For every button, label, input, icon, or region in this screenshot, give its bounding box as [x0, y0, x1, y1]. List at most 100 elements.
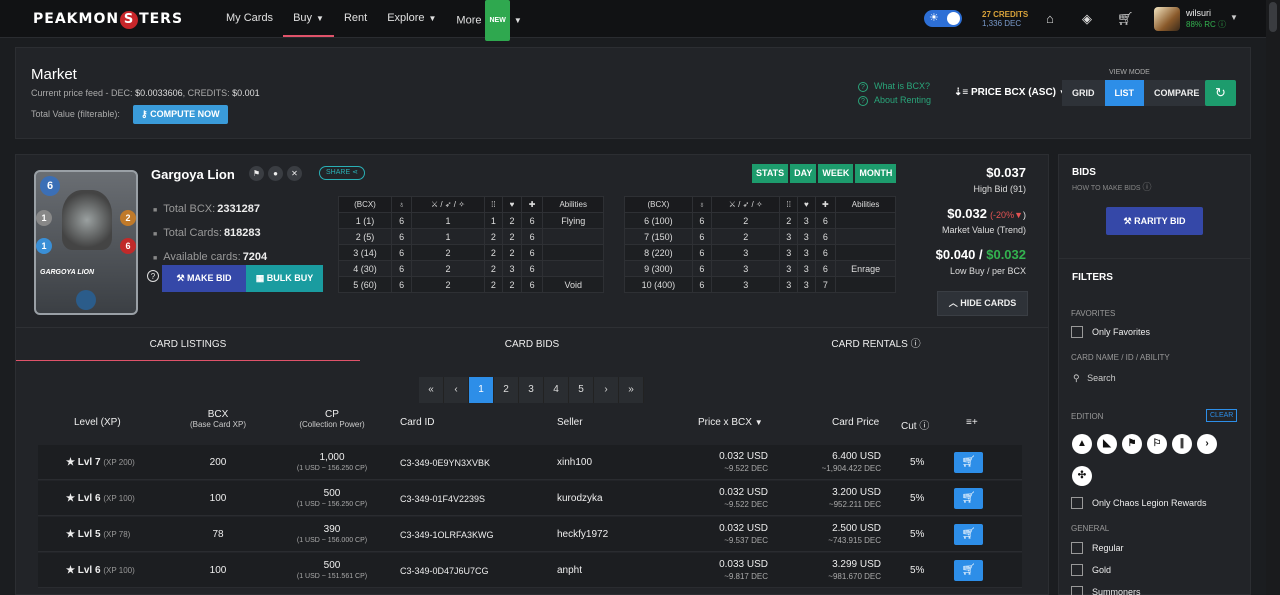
checkbox[interactable] — [1071, 497, 1083, 509]
nav-my-cards[interactable]: My Cards — [216, 0, 283, 37]
view-compare-button[interactable]: COMPARE — [1144, 80, 1210, 106]
page-first[interactable]: « — [419, 377, 444, 403]
nav-explore[interactable]: Explore ▼ — [377, 0, 446, 37]
period-day-button[interactable]: DAY — [790, 164, 817, 183]
untamed-edition-icon[interactable]: ∥ — [1172, 434, 1192, 454]
page-3[interactable]: 3 — [519, 377, 544, 403]
only-favorites-checkbox[interactable]: Only Favorites — [1071, 326, 1150, 338]
add-to-cart-button[interactable]: 🛒︎ — [954, 560, 983, 581]
row-seller[interactable]: anpht — [557, 565, 583, 576]
col-price[interactable]: Price x BCX ▼ — [698, 417, 763, 428]
view-list-button[interactable]: LIST — [1104, 80, 1144, 106]
clear-edition-button[interactable]: CLEAR — [1206, 409, 1238, 422]
col-cut[interactable]: Cut ⓘ — [901, 417, 929, 432]
page-5[interactable]: 5 — [569, 377, 594, 403]
col-cp-label: CP — [325, 409, 339, 420]
only-chaos-checkbox[interactable]: Only Chaos Legion Rewards — [1071, 497, 1207, 509]
add-to-cart-button[interactable]: 🛒︎ — [954, 524, 983, 545]
theme-toggle[interactable]: ☀ — [924, 10, 962, 27]
table-row[interactable]: ★ Lvl 6 (XP 100) 100 500 (1 USD ~ 156.250 C… — [38, 481, 1022, 516]
add-to-cart-button[interactable]: 🛒︎ — [954, 488, 983, 509]
add-column-icon[interactable]: ≡+ — [966, 417, 978, 428]
col-cp[interactable]: CP (Collection Power) — [282, 409, 382, 429]
cart-icon[interactable]: 🛒︎ — [1117, 11, 1134, 26]
nav-rent[interactable]: Rent — [334, 0, 377, 37]
period-week-button[interactable]: WEEK — [818, 164, 854, 183]
help-bcx-link[interactable]: ? What is BCX? — [858, 81, 930, 92]
info-icon[interactable]: ⓘ — [1218, 20, 1227, 29]
row-xp: (XP 200) — [103, 458, 135, 467]
row-seller[interactable]: xinh100 — [557, 457, 593, 468]
promo-edition-icon[interactable]: ⚑ — [1122, 434, 1142, 454]
summoners-checkbox[interactable]: Summoners — [1071, 586, 1141, 595]
row-cp: 1,000 (1 USD ~ 156.250 CP) — [272, 445, 392, 480]
search-input[interactable]: ⚲ Search — [1073, 373, 1116, 384]
table-row[interactable]: ★ Lvl 5 (XP 78) 78 390 (1 USD ~ 156.000 CP)… — [38, 517, 1022, 552]
tab-card-bids[interactable]: CARD BIDS — [360, 328, 704, 361]
reward-edition-icon[interactable]: ⚐ — [1147, 434, 1167, 454]
regular-checkbox[interactable]: Regular — [1071, 542, 1124, 554]
alpha-edition-icon[interactable]: ▲ — [1072, 434, 1092, 454]
col-bcx[interactable]: BCX (Base Card XP) — [178, 409, 258, 429]
nav-more[interactable]: More NEW ▼ — [446, 0, 531, 41]
chaos-edition-icon[interactable]: ✣ — [1072, 466, 1092, 486]
layers-icon[interactable]: ◈ — [1082, 11, 1092, 26]
chevron-down-icon[interactable]: ▼ — [1230, 13, 1238, 22]
checkbox[interactable] — [1071, 586, 1083, 595]
rarity-bid-button[interactable]: ⚒ RARITY BID — [1106, 207, 1203, 235]
question-icon[interactable]: ? — [147, 270, 159, 282]
page-4[interactable]: 4 — [544, 377, 569, 403]
checkbox[interactable] — [1071, 542, 1083, 554]
bulk-buy-button[interactable]: ▦ BULK BUY — [246, 265, 323, 292]
row-seller[interactable]: kurodzyka — [557, 493, 603, 504]
level-table-cell: 3 — [502, 260, 522, 277]
sort-dropdown[interactable]: ⇣≡ PRICE BCX (ASC) ▼ — [954, 87, 1067, 98]
page-next[interactable]: › — [594, 377, 619, 403]
share-button[interactable]: SHARE ⋖ — [319, 166, 365, 180]
scrollbar[interactable] — [1266, 0, 1280, 595]
col-seller[interactable]: Seller — [557, 417, 583, 428]
nav-buy[interactable]: Buy ▼ — [283, 0, 334, 37]
period-month-button[interactable]: MONTH — [855, 164, 897, 183]
compute-now-button[interactable]: ⚷ COMPUTE NOW — [133, 105, 228, 124]
col-card-id[interactable]: Card ID — [400, 417, 435, 428]
make-bid-button[interactable]: ⚒ MAKE BID — [162, 265, 246, 292]
tab-card-rentals[interactable]: CARD RENTALS ⓘ — [704, 328, 1048, 361]
share-label: SHARE — [326, 169, 351, 176]
table-row[interactable]: ★ Lvl 7 (XP 200) 200 1,000 (1 USD ~ 156.250… — [38, 445, 1022, 480]
checkbox[interactable] — [1071, 326, 1083, 338]
peakmonsters-logo[interactable]: PEAKMON S TERS — [33, 11, 184, 29]
row-price-usd: 0.032 USD — [719, 450, 768, 462]
view-grid-button[interactable]: GRID — [1062, 80, 1105, 106]
avatar[interactable] — [1154, 7, 1180, 31]
scrollbar-thumb[interactable] — [1269, 2, 1277, 32]
period-stats-button[interactable]: STATS — [752, 164, 789, 183]
table-row[interactable]: ★ Lvl 6 (XP 100) 100 500 (1 USD ~ 151.561 C… — [38, 553, 1022, 588]
gold-checkbox[interactable]: Gold — [1071, 564, 1111, 576]
hide-cards-button[interactable]: ︿ HIDE CARDS — [937, 291, 1028, 316]
dice-edition-icon[interactable]: › — [1197, 434, 1217, 454]
row-seller[interactable]: heckfy1972 — [557, 529, 609, 540]
row-card-id[interactable]: C3-349-1OLRFA3KWG — [400, 529, 494, 540]
page-1[interactable]: 1 — [469, 377, 494, 403]
row-card-id[interactable]: C3-349-0D47J6U7CG — [400, 565, 489, 576]
page-last[interactable]: » — [619, 377, 644, 403]
card-image[interactable]: 6 1 1 2 6 GARGOYA LION — [34, 170, 138, 315]
inbox-icon[interactable]: ⌂ — [1046, 11, 1054, 26]
col-level[interactable]: Level (XP) — [74, 417, 121, 428]
username[interactable]: wilsuri — [1186, 8, 1212, 18]
checkbox[interactable] — [1071, 564, 1083, 576]
add-to-cart-button[interactable]: 🛒︎ — [954, 452, 983, 473]
help-renting-link[interactable]: ? About Renting — [858, 95, 931, 106]
col-card-price[interactable]: Card Price — [832, 417, 880, 428]
refresh-button[interactable]: ↻ — [1205, 80, 1236, 106]
balance[interactable]: 27 CREDITS 1,336 DEC — [982, 10, 1028, 28]
per-bcx-value: $0.032 — [986, 247, 1026, 262]
page-2[interactable]: 2 — [494, 377, 519, 403]
tab-card-listings[interactable]: CARD LISTINGS — [16, 328, 360, 361]
page-prev[interactable]: ‹ — [444, 377, 469, 403]
row-card-id[interactable]: C3-349-01F4V2239S — [400, 493, 486, 504]
how-to-bid-link[interactable]: HOW TO MAKE BIDS ⓘ — [1072, 180, 1152, 193]
row-card-id[interactable]: C3-349-0E9YN3XVBK — [400, 457, 491, 468]
beta-edition-icon[interactable]: ◣ — [1097, 434, 1117, 454]
